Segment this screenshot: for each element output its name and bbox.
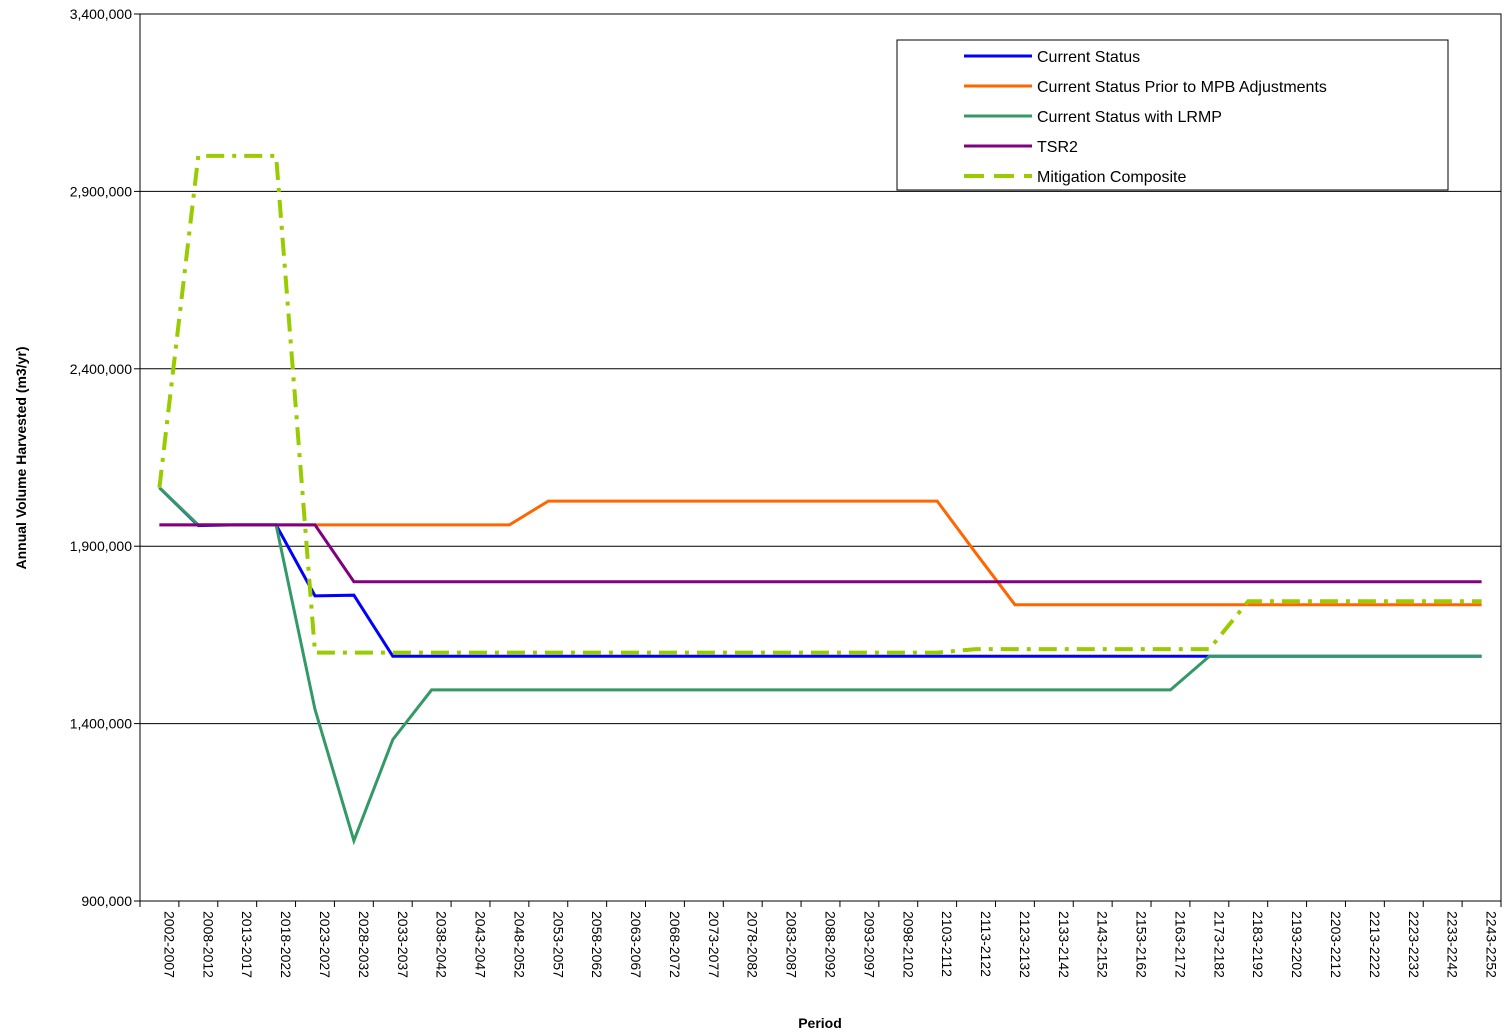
y-tick-label: 2,900,000 (70, 183, 132, 199)
x-tick-label: 2173-2182 (1211, 911, 1227, 978)
x-tick-label: 2133-2142 (1056, 911, 1072, 978)
x-tick-label: 2023-2027 (317, 911, 333, 978)
legend: Current Status Current Status Prior to MP… (896, 39, 1449, 191)
x-tick-label: 2123-2132 (1017, 911, 1033, 978)
series-lines (157, 153, 1482, 846)
x-tick-label: 2163-2172 (1172, 911, 1188, 978)
x-tick-label: 2083-2087 (784, 911, 800, 978)
x-tick-label: 2058-2062 (589, 911, 605, 978)
series-line-0 (158, 486, 1482, 658)
x-tick-label: 2223-2232 (1406, 911, 1422, 978)
y-tick-label: 1,900,000 (70, 538, 132, 554)
x-tick-label: 2063-2067 (628, 911, 644, 978)
x-axis-title: Period (798, 1015, 842, 1031)
x-tick-label: 2213-2222 (1367, 911, 1383, 978)
x-tick-label: 2013-2017 (239, 911, 255, 978)
x-tick-label: 2203-2212 (1328, 911, 1344, 978)
x-tick-label: 2053-2057 (550, 911, 566, 978)
x-tick-label: 2153-2162 (1134, 911, 1150, 978)
x-tick-label: 2048-2052 (511, 911, 527, 978)
x-tick-label: 2093-2097 (861, 911, 877, 978)
x-tick-label: 2143-2152 (1095, 911, 1111, 978)
series-line-3 (159, 523, 1482, 584)
y-tick-label: 1,400,000 (70, 716, 132, 732)
x-tick-label: 2088-2092 (823, 911, 839, 978)
x-tick-label: 2243-2252 (1484, 911, 1500, 978)
series-line-2 (158, 486, 1482, 846)
x-axis: 2002-2007 2008-2012 2013-2017 2018-2022 2023… (139, 901, 1502, 978)
x-tick-label: 2103-2112 (939, 911, 955, 977)
y-tick-label: 900,000 (81, 893, 132, 909)
legend-label: TSR2 (1037, 139, 1078, 156)
series-line-1 (159, 499, 1482, 607)
x-tick-label: 2073-2077 (706, 911, 722, 978)
x-tick-label: 2028-2032 (356, 911, 372, 978)
x-tick-label: 2002-2007 (161, 911, 177, 978)
x-tick-label: 2193-2202 (1289, 911, 1305, 978)
x-tick-label: 2018-2022 (278, 911, 294, 978)
y-axis: 900,000 1,400,000 1,900,000 2,400,000 2,900,… (70, 6, 140, 909)
y-tick-label: 2,400,000 (70, 361, 132, 377)
x-tick-label: 2008-2012 (200, 911, 216, 978)
y-tick-label: 3,400,000 (70, 6, 132, 22)
x-tick-label: 2068-2072 (667, 911, 683, 978)
x-tick-label: 2078-2082 (745, 911, 761, 978)
legend-label: Mitigation Composite (1037, 169, 1187, 186)
x-tick-label: 2183-2192 (1250, 911, 1266, 978)
plot-area-border (139, 13, 1502, 902)
legend-label: Current Status with LRMP (1037, 109, 1222, 126)
legend-label: Current Status Prior to MPB Adjustments (1037, 79, 1327, 96)
x-tick-label: 2043-2047 (473, 911, 489, 978)
y-axis-title: Annual Volume Harvested (m3/yr) (13, 346, 29, 569)
x-tick-label: 2233-2242 (1445, 911, 1461, 978)
x-tick-label: 2038-2042 (434, 911, 450, 978)
x-tick-label: 2033-2037 (395, 911, 411, 978)
series-line-4 (157, 153, 1482, 655)
legend-label: Current Status (1037, 49, 1140, 66)
x-tick-label: 2113-2122 (978, 911, 994, 977)
x-tick-label: 2098-2102 (900, 911, 916, 978)
